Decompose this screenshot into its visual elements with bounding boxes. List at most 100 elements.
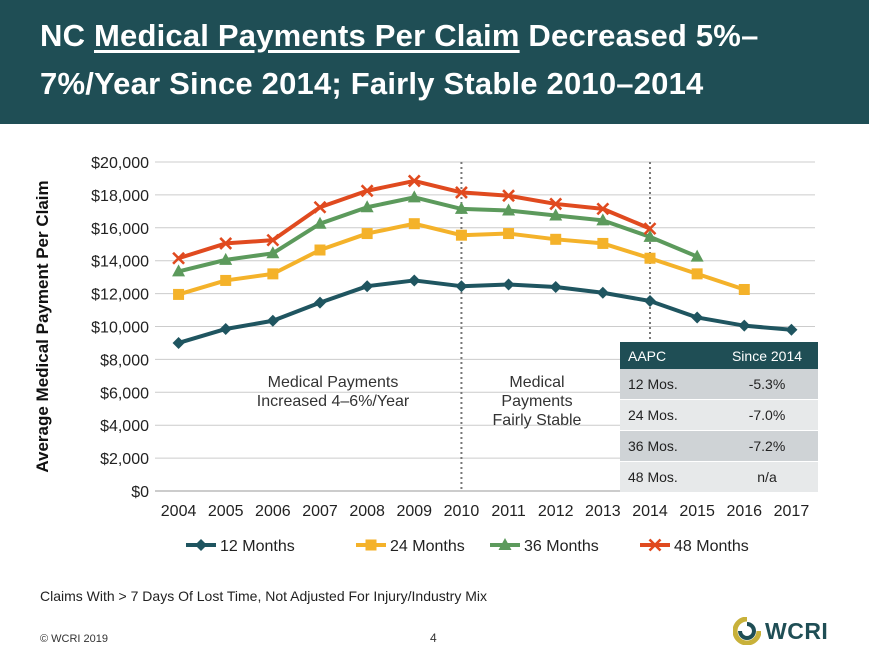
title-underlined: Medical Payments Per Claim: [94, 18, 520, 53]
data-point: [596, 286, 609, 299]
data-point: [785, 323, 798, 336]
x-tick-label: 2004: [161, 503, 197, 520]
data-point: [454, 201, 468, 214]
x-tick-label: 2012: [538, 503, 574, 520]
data-point: [173, 288, 185, 300]
data-point: [266, 233, 280, 247]
data-point: [407, 190, 421, 203]
y-tick-label: $8,000: [100, 352, 149, 369]
data-point: [644, 295, 656, 308]
data-point: [503, 228, 515, 240]
data-point: [407, 174, 421, 188]
annotation-line: Increased 4–6%/Year: [257, 393, 410, 410]
x-tick-label: 2007: [302, 503, 338, 520]
aapc-header-label: AAPC: [620, 342, 716, 369]
y-tick-label: $20,000: [91, 155, 149, 172]
aapc-row-value: n/a: [716, 461, 818, 493]
series-24-months: [173, 218, 750, 300]
x-tick-label: 2014: [632, 503, 668, 520]
data-point: [314, 296, 326, 309]
series-12-months: [172, 274, 798, 349]
aapc-row-label: 12 Mos.: [620, 369, 716, 400]
copyright: © WCRI 2019: [40, 633, 109, 645]
data-point: [313, 216, 327, 229]
annotation: Medical Payments Increased 4–6%/Year: [257, 374, 410, 410]
data-point: [455, 186, 468, 199]
y-tick-label: $2,000: [100, 451, 149, 468]
data-point: [360, 184, 374, 198]
data-point: [361, 228, 373, 240]
legend-item: 12 Months: [186, 538, 295, 555]
aapc-row-label: 36 Mos.: [620, 430, 716, 462]
legend-label: 24 Months: [390, 538, 465, 555]
data-point: [691, 268, 703, 280]
x-tick-label: 2005: [208, 503, 244, 520]
data-point: [550, 233, 562, 245]
legend-label: 48 Months: [674, 538, 749, 555]
annotation-line: Fairly Stable: [493, 412, 582, 429]
data-point: [549, 197, 563, 211]
data-point: [502, 203, 516, 216]
data-point: [360, 200, 374, 213]
data-point: [644, 252, 656, 264]
logo-text: WCRI: [765, 617, 829, 644]
legend-label: 12 Months: [220, 538, 295, 555]
aapc-header-since: Since 2014: [716, 342, 818, 369]
data-point: [738, 283, 750, 295]
data-point: [455, 229, 467, 241]
series-line: [178, 278, 792, 345]
data-point: [220, 274, 232, 286]
legend-label: 36 Months: [524, 538, 599, 555]
data-point: [361, 280, 374, 293]
x-tick-label: 2008: [349, 503, 385, 520]
data-point: [267, 268, 279, 280]
series-48-months: [172, 174, 657, 265]
data-point: [596, 202, 610, 216]
title-suffix: Decreased 5%–: [519, 18, 759, 53]
data-point: [643, 222, 657, 236]
title-line-1: NC Medical Payments Per Claim Decreased …: [40, 18, 759, 54]
page-number: 4: [430, 631, 437, 645]
data-point: [172, 251, 185, 265]
x-tick-label: 2015: [679, 503, 715, 520]
aapc-row: 36 Mos. -7.2%: [620, 430, 818, 462]
data-point: [219, 322, 232, 335]
y-tick-label: $4,000: [100, 418, 149, 435]
legend-swatch-marker: [195, 539, 207, 551]
wcri-logo-icon: [733, 617, 761, 645]
title-banner: NC Medical Payments Per Claim Decreased …: [0, 0, 869, 124]
y-tick-label: $18,000: [91, 188, 149, 205]
data-point: [219, 237, 233, 250]
legend-swatch-marker: [498, 538, 512, 550]
x-tick-label: 2013: [585, 503, 621, 520]
wcri-logo: WCRI: [733, 617, 828, 645]
aapc-table: AAPC Since 2014 12 Mos. -5.3% 24 Mos. -7…: [620, 342, 818, 493]
annotation-line: Medical: [509, 374, 564, 391]
footnote: Claims With > 7 Days Of Lost Time, Not A…: [40, 588, 487, 604]
data-point: [596, 213, 610, 226]
annotation-line: Payments: [501, 393, 572, 410]
data-point: [643, 229, 657, 242]
data-point: [266, 314, 279, 327]
y-tick-label: $14,000: [91, 254, 149, 271]
aapc-row: 24 Mos. -7.0%: [620, 399, 818, 431]
data-point: [738, 319, 751, 332]
aapc-row: 48 Mos. n/a: [620, 461, 818, 493]
aapc-row: 12 Mos. -5.3%: [620, 369, 818, 400]
x-tick-label: 2017: [774, 503, 810, 520]
legend-item: 24 Months: [356, 538, 465, 555]
x-tick-label: 2009: [396, 503, 432, 520]
legend-swatch-marker: [365, 539, 377, 551]
title-line-2: 7%/Year Since 2014; Fairly Stable 2010–2…: [40, 66, 704, 101]
y-tick-label: $6,000: [100, 385, 149, 402]
data-point: [502, 278, 515, 291]
title-prefix: NC: [40, 18, 94, 53]
series-36-months: [172, 190, 704, 277]
aapc-row-value: -5.3%: [716, 369, 818, 400]
data-point: [219, 252, 233, 265]
data-point: [314, 244, 326, 256]
data-point: [455, 280, 468, 293]
y-tick-label: $12,000: [91, 287, 149, 304]
x-tick-label: 2010: [444, 503, 480, 520]
